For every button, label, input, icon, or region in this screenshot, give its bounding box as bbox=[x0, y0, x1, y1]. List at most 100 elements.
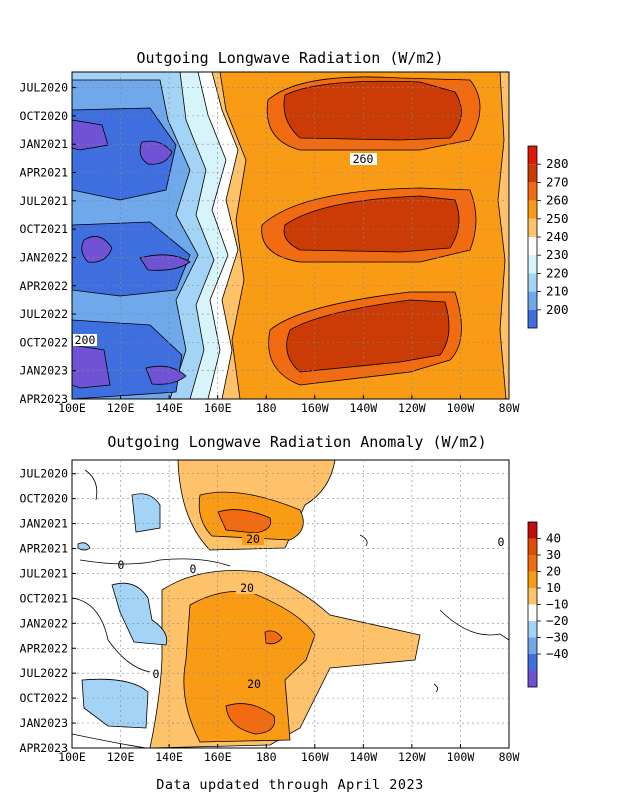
anomaly-x-tick-label: 140W bbox=[349, 750, 377, 764]
olr-x-tick-label: 100W bbox=[447, 401, 475, 415]
anomaly-contour-zero-c bbox=[72, 597, 151, 673]
olr-y-tick-label: OCT2022 bbox=[20, 335, 68, 349]
olr-contour-label-200: 200 bbox=[73, 333, 97, 347]
olr-colorbar-label: 220 bbox=[546, 265, 569, 280]
olr-y-tick-label: JUL2022 bbox=[20, 307, 68, 321]
olr-colorbar-label: 280 bbox=[546, 156, 569, 171]
olr-x-tick-label: 160E bbox=[204, 401, 232, 415]
anomaly-contour-zero-b bbox=[79, 558, 231, 567]
anomaly-y-tick-label: JAN2021 bbox=[20, 517, 69, 531]
anomaly-region-pos20-b bbox=[183, 590, 316, 743]
anomaly-heatmap-field bbox=[72, 460, 509, 748]
olr-contour-label-200-text: 200 bbox=[75, 333, 96, 347]
anomaly-colorbar-label: 20 bbox=[546, 564, 561, 579]
olr-contour-label-260: 260 bbox=[350, 152, 377, 166]
olr-chart-title: Outgoing Longwave Radiation (W/m2) bbox=[136, 49, 443, 67]
olr-y-tick-label: JAN2023 bbox=[20, 364, 69, 378]
olr-contour-label-260-text: 260 bbox=[353, 152, 374, 166]
olr-y-ticks: JUL2020 OCT2020 JAN2021 APR2021 JUL2021 OCT20… bbox=[20, 81, 76, 406]
olr-heatmap-field bbox=[72, 72, 509, 399]
anomaly-contour-label-20-b-text: 20 bbox=[240, 581, 254, 595]
anomaly-colorbar-label: 40 bbox=[546, 531, 561, 546]
anomaly-x-tick-label: 160E bbox=[204, 750, 232, 764]
anomaly-x-tick-label: 120W bbox=[398, 750, 426, 764]
anomaly-y-ticks: JUL2020 OCT2020 JAN2021 APR2021 JUL2021 OCT20… bbox=[20, 467, 76, 755]
olr-region-280-b bbox=[283, 195, 460, 253]
anomaly-gridlines bbox=[72, 460, 509, 748]
data-updated-footer: Data updated through April 2023 bbox=[156, 777, 423, 793]
olr-colorbar-swatch bbox=[528, 218, 537, 237]
olr-colorbar-label: 240 bbox=[546, 229, 569, 244]
olr-y-tick-label: JUL2021 bbox=[20, 194, 69, 208]
anomaly-contour-zero-a bbox=[84, 469, 98, 501]
olr-y-tick-label: APR2023 bbox=[20, 392, 69, 406]
olr-colorbar-swatch bbox=[528, 309, 537, 328]
anomaly-y-tick-label: OCT2022 bbox=[20, 691, 68, 705]
anomaly-y-tick-label: APR2022 bbox=[20, 641, 68, 655]
olr-colorbar-label: 260 bbox=[546, 193, 569, 208]
olr-x-tick-label: 140E bbox=[155, 401, 183, 415]
anomaly-region-pos30-a bbox=[217, 509, 272, 534]
olr-colorbar-swatch bbox=[528, 255, 537, 274]
anomaly-y-tick-label: JUL2021 bbox=[20, 566, 69, 580]
anomaly-y-tick-label: JUL2020 bbox=[20, 467, 69, 481]
anomaly-colorbar-swatch bbox=[528, 588, 537, 605]
olr-region-200-c bbox=[81, 236, 113, 263]
olr-y-tick-label: JUL2020 bbox=[20, 81, 69, 95]
olr-x-tick-label: 120E bbox=[107, 401, 135, 415]
anomaly-x-tick-label: 100E bbox=[58, 750, 86, 764]
anomaly-colorbar-swatch bbox=[528, 538, 537, 555]
anomaly-y-tick-label: JAN2022 bbox=[20, 616, 68, 630]
olr-y-tick-label: JAN2022 bbox=[20, 250, 68, 264]
olr-y-tick-label: APR2022 bbox=[20, 279, 68, 293]
anomaly-contour-label-20-c: 20 bbox=[243, 677, 265, 691]
anomaly-contour-label-0-d: 0 bbox=[498, 535, 505, 549]
anomaly-x-tick-label: 80W bbox=[499, 750, 520, 764]
anomaly-region-pos30-b bbox=[264, 630, 283, 645]
olr-region-200-d bbox=[139, 254, 191, 271]
olr-colorbar-swatch bbox=[528, 164, 537, 183]
anomaly-colorbar-swatch bbox=[528, 571, 537, 588]
olr-x-tick-label: 180 bbox=[256, 401, 277, 415]
olr-colorbar-label: 200 bbox=[546, 302, 569, 317]
anomaly-x-ticks: 100E 120E 140E 160E 180 160W 140W 120W 100W 80W bbox=[58, 744, 519, 764]
olr-colorbar-swatch bbox=[528, 273, 537, 292]
olr-y-tick-label: OCT2020 bbox=[20, 109, 69, 123]
anomaly-colorbar-swatch bbox=[528, 522, 537, 539]
olr-region-200-e bbox=[72, 344, 111, 389]
anomaly-contour-label-0-a: 0 bbox=[118, 558, 125, 572]
anomaly-colorbar-label: −40 bbox=[546, 646, 569, 661]
olr-region-200-b bbox=[139, 140, 173, 165]
anomaly-colorbar-label: 30 bbox=[546, 547, 561, 562]
anomaly-region-neg10-a bbox=[131, 493, 161, 533]
anomaly-x-tick-label: 140E bbox=[155, 750, 183, 764]
olr-x-tick-label: 120W bbox=[398, 401, 426, 415]
anomaly-contour-label-20-c-text: 20 bbox=[247, 677, 261, 691]
anomaly-x-tick-label: 180 bbox=[256, 750, 277, 764]
olr-colorbar-swatch bbox=[528, 182, 537, 201]
anomaly-contour-zero-g bbox=[433, 683, 438, 693]
anomaly-region-neg10-d bbox=[77, 542, 91, 551]
anomaly-y-tick-label: OCT2020 bbox=[20, 492, 69, 506]
olr-x-tick-label: 140W bbox=[349, 401, 377, 415]
olr-colorbar-swatch bbox=[528, 237, 537, 256]
olr-y-tick-label: JAN2021 bbox=[20, 137, 69, 151]
olr-region-200-f bbox=[145, 365, 187, 385]
anomaly-region-neg10-c bbox=[81, 678, 149, 729]
olr-colorbar-label: 270 bbox=[546, 174, 569, 189]
anomaly-contour-zero-d bbox=[72, 733, 147, 748]
anomaly-x-tick-label: 100W bbox=[447, 750, 475, 764]
anomaly-contour-label-20-a-text: 20 bbox=[246, 532, 260, 546]
olr-region-280-a bbox=[283, 80, 462, 141]
olr-region-280-c bbox=[286, 299, 450, 373]
olr-x-tick-label: 100E bbox=[58, 401, 86, 415]
olr-y-tick-label: OCT2021 bbox=[20, 222, 69, 236]
anomaly-colorbar-swatch bbox=[528, 621, 537, 638]
anomaly-plot-border bbox=[71, 459, 510, 749]
olr-colorbar-swatch bbox=[528, 200, 537, 219]
olr-region-200-a bbox=[72, 119, 109, 151]
anomaly-region-neg10-b bbox=[111, 582, 168, 646]
anomaly-colorbar-swatch bbox=[528, 555, 537, 572]
